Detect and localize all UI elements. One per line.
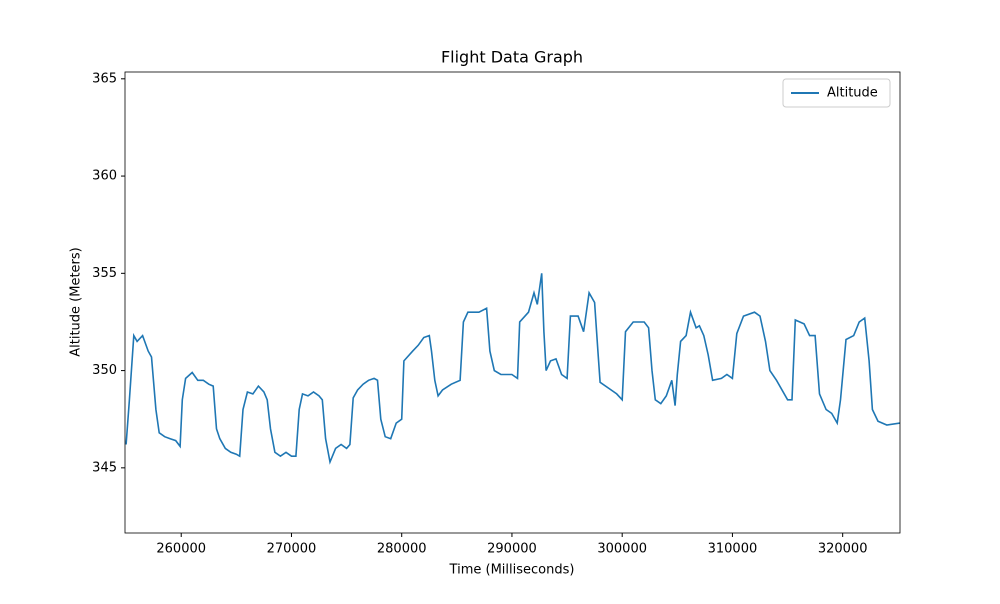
x-tick-label: 280000 <box>377 542 427 557</box>
x-tick-label: 300000 <box>597 542 647 557</box>
x-tick-label: 320000 <box>818 542 868 557</box>
legend-label: Altitude <box>827 86 878 101</box>
x-axis-label: Time (Milliseconds) <box>449 563 575 578</box>
y-tick-label: 365 <box>92 71 117 86</box>
legend-box <box>782 78 891 108</box>
y-tick-label: 345 <box>92 460 117 475</box>
x-tick-label: 270000 <box>267 542 317 557</box>
y-tick-label: 355 <box>92 266 117 281</box>
plot-frame <box>124 71 901 534</box>
y-axis-label: Altitude (Meters) <box>69 247 84 357</box>
data-line <box>125 273 900 465</box>
x-tick-label: 260000 <box>156 542 206 557</box>
x-tick-label: 310000 <box>708 542 758 557</box>
chart-title: Flight Data Graph <box>441 48 583 67</box>
y-tick-label: 350 <box>92 363 117 378</box>
y-tick-label: 360 <box>92 169 117 184</box>
x-tick-label: 290000 <box>487 542 537 557</box>
